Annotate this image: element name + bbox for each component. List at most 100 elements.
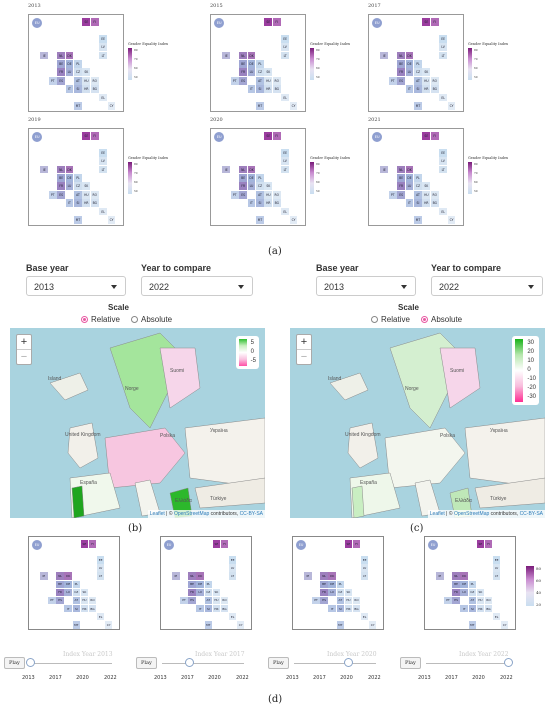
zoom-in-button[interactable]: +: [17, 335, 31, 350]
zoom-control[interactable]: + −: [296, 334, 312, 365]
tile-bg: BG: [272, 199, 281, 208]
map-place-label: Ελλάδα: [455, 498, 472, 504]
map-place-label: Türkiye: [490, 496, 507, 502]
finland-shape[interactable]: [159, 347, 201, 409]
tile-nl: NL: [397, 165, 406, 174]
turkey-shape[interactable]: [194, 477, 265, 509]
eastern-europe-shape[interactable]: [464, 417, 545, 489]
tile-lu: LU: [247, 68, 256, 77]
slider-tick-label: 2017: [445, 675, 458, 681]
tile-lu: LU: [460, 588, 468, 597]
radio-label: Absolute: [431, 315, 463, 324]
map-place-label: Polska: [440, 433, 456, 439]
zoom-control[interactable]: + −: [16, 334, 32, 365]
panel-d-legend-bar: [526, 566, 534, 606]
portugal-shape[interactable]: [351, 485, 365, 518]
attrib-contrib: contributors,: [209, 511, 240, 517]
year-compare-value: 2022: [439, 282, 460, 292]
tile-ie: IE: [40, 572, 48, 580]
zoom-out-button[interactable]: −: [300, 351, 308, 363]
scale-radio-relative[interactable]: Relative: [371, 315, 410, 324]
turkey-shape[interactable]: [474, 477, 545, 509]
radio-indicator[interactable]: [421, 316, 428, 323]
tile-cy: CY: [447, 102, 456, 110]
radio-indicator[interactable]: [371, 316, 378, 323]
tile-bg: BG: [90, 199, 99, 208]
uk-ireland-shape[interactable]: [67, 422, 99, 469]
tile-pl: PL: [72, 580, 81, 589]
osm-link[interactable]: OpenStreetMap: [453, 511, 490, 517]
zoom-out-button[interactable]: −: [20, 351, 28, 363]
eastern-europe-shape[interactable]: [184, 417, 265, 489]
uk-ireland-shape[interactable]: [347, 422, 379, 469]
tile-ro: RO: [430, 76, 439, 85]
base-year-select[interactable]: 2013: [26, 276, 126, 296]
legend-bar: [128, 162, 132, 194]
tile-pl: PL: [256, 174, 264, 182]
panel-a-tilemap-5: EU SE FI EE LV LT IE NL DK BE DE PL FR LU CZ SK PT ES AT HU…: [368, 128, 464, 226]
license-link[interactable]: CC-BY-SA: [239, 511, 263, 517]
year-slider-handle[interactable]: [504, 658, 513, 667]
base-year-select[interactable]: 2013: [316, 276, 416, 296]
tile-cy: CY: [289, 102, 298, 110]
tile-cz: CZ: [256, 182, 264, 191]
radio-indicator[interactable]: [131, 316, 138, 323]
tile-se: SE: [422, 132, 431, 140]
tile-dk: DK: [196, 572, 204, 580]
play-button[interactable]: Play: [268, 657, 289, 669]
legend-title: Gender Equality Index: [468, 42, 509, 46]
base-year-value: 2013: [324, 282, 345, 292]
year-slider-track[interactable]: [30, 663, 112, 664]
tile-eu: EU: [32, 540, 43, 551]
map-legend-tick: 30: [527, 340, 535, 346]
tile-ee: EE: [439, 34, 448, 43]
osm-link[interactable]: OpenStreetMap: [173, 511, 210, 517]
tile-de: DE: [65, 60, 74, 68]
tile-se: SE: [264, 18, 273, 26]
year-slider-track[interactable]: [426, 663, 508, 664]
tile-dk: DK: [65, 165, 74, 174]
play-button[interactable]: Play: [400, 657, 421, 669]
finland-shape[interactable]: [439, 347, 481, 409]
legend-tick: 70: [474, 57, 478, 61]
year-compare-select[interactable]: 2022: [431, 276, 543, 296]
tile-lu: LU: [64, 588, 72, 597]
legend-tick: 60: [474, 66, 478, 70]
tile-se: SE: [344, 540, 353, 548]
map-legend-tick: -5: [250, 358, 256, 364]
radio-indicator[interactable]: [81, 316, 88, 323]
year-slider-track[interactable]: [294, 663, 376, 664]
scale-radio-relative[interactable]: Relative: [81, 315, 120, 324]
portugal-shape[interactable]: [71, 485, 85, 518]
legend-bar: [310, 48, 314, 80]
play-button[interactable]: Play: [136, 657, 157, 669]
legend-tick: 60: [134, 66, 138, 70]
choropleth-map[interactable]: Island Norge Suomi United Kingdom España Pols…: [290, 328, 545, 518]
tile-bg: BG: [430, 199, 439, 208]
tile-ee: EE: [228, 556, 237, 564]
zoom-in-button[interactable]: +: [297, 335, 311, 350]
scale-radio-absolute[interactable]: Absolute: [421, 315, 462, 324]
year-compare-select[interactable]: 2022: [141, 276, 253, 296]
leaflet-link[interactable]: Leaflet: [429, 511, 445, 517]
year-slider-handle[interactable]: [26, 658, 35, 667]
tile-de: DE: [247, 174, 256, 182]
iceland-shape[interactable]: [49, 372, 89, 401]
year-slider-handle[interactable]: [185, 658, 195, 667]
play-button[interactable]: Play: [4, 657, 25, 669]
leaflet-link[interactable]: Leaflet: [149, 511, 165, 517]
panel-a-tilemap-2: EU SE FI EE LV LT IE NL DK BE DE PL FR LU CZ SK PT ES AT HU…: [368, 14, 464, 112]
choropleth-map[interactable]: Island Norge Suomi United Kingdom España Pols…: [10, 328, 265, 518]
tile-si: SI: [336, 604, 345, 613]
scale-radio-absolute[interactable]: Absolute: [131, 315, 172, 324]
license-link[interactable]: CC-BY-SA: [519, 511, 543, 517]
tile-hr: HR: [264, 199, 273, 208]
panel-a-tilemap-0: EU SE FI EE LV LT IE NL DK BE DE PL FR LU CZ SK PT ES AT HU…: [28, 14, 124, 112]
legend-tick: 70: [134, 57, 138, 61]
year-slider-track[interactable]: [162, 663, 244, 664]
iceland-shape[interactable]: [329, 372, 369, 401]
tile-lu: LU: [405, 68, 414, 77]
map-place-label: Україна: [210, 428, 228, 434]
year-slider-handle[interactable]: [344, 658, 354, 667]
map-place-label: España: [360, 480, 377, 486]
